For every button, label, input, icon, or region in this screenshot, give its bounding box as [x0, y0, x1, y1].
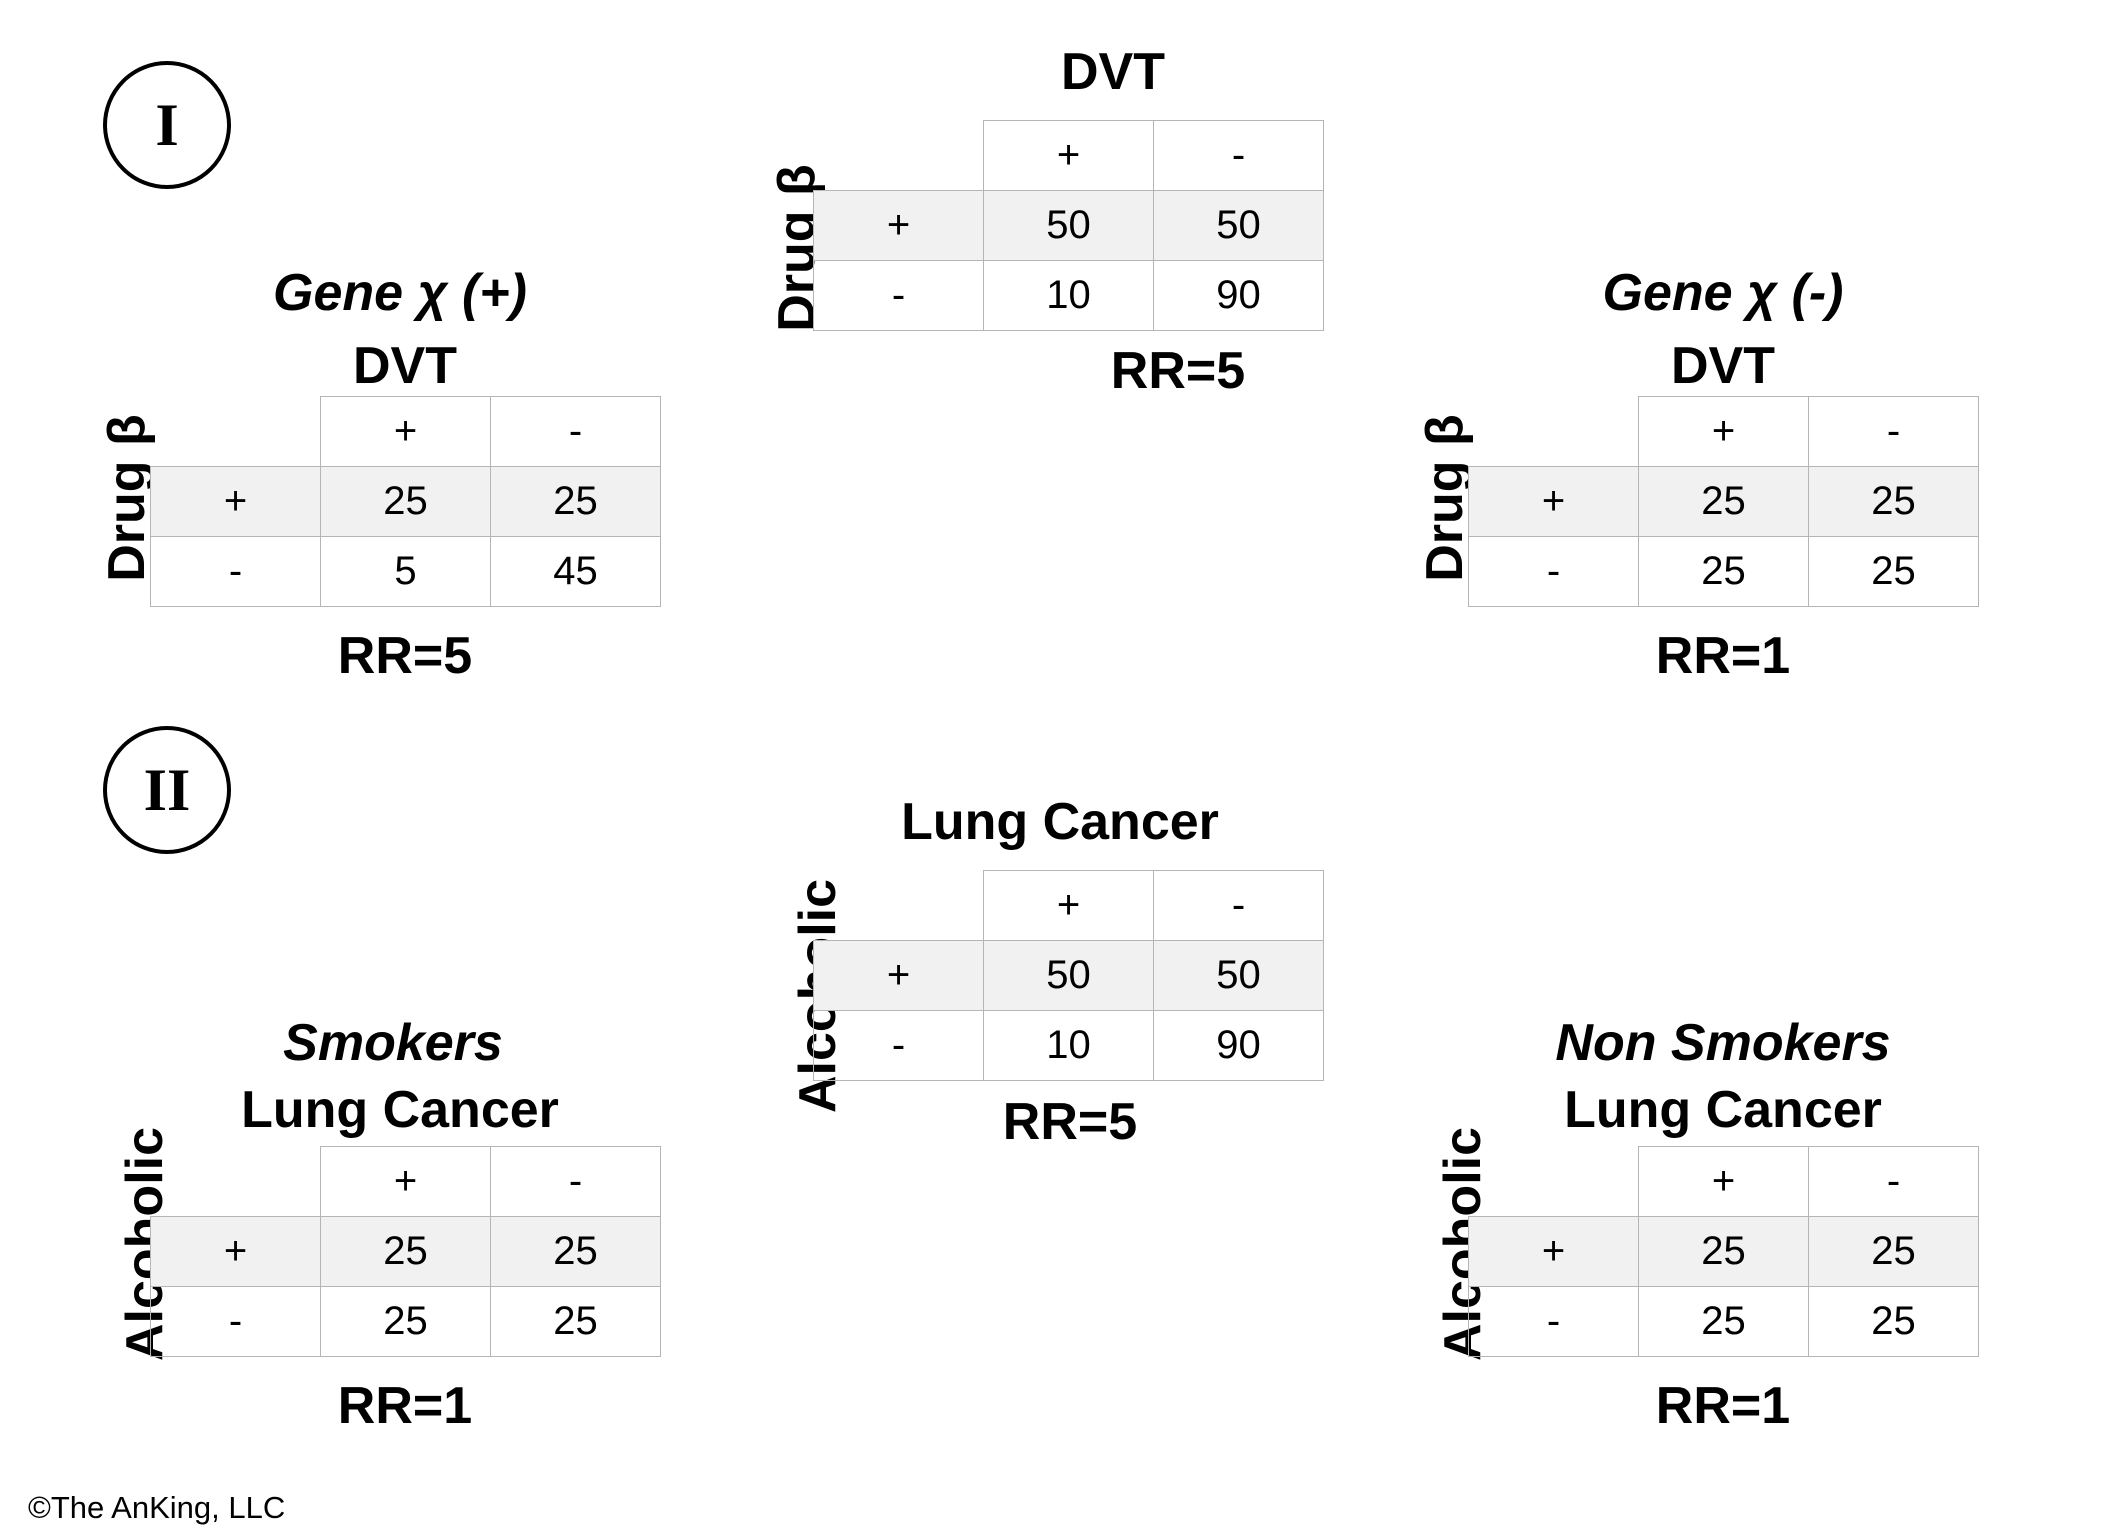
col-header: + — [1638, 396, 1809, 467]
section-i-badge: I — [103, 61, 231, 189]
stratum-label: Gene χ (+) — [273, 264, 527, 322]
col-header: + — [320, 396, 491, 467]
table-cell: 50 — [1153, 940, 1324, 1011]
contingency-table: + - + 25 25 - 25 25 — [1468, 1146, 1979, 1357]
outcome-label: Lung Cancer — [901, 793, 1219, 851]
section-ii-overall: Lung Cancer Alcoholic + - + 50 50 - 10 9… — [740, 790, 1360, 1170]
table-cell: 90 — [1153, 260, 1324, 331]
table-cell: 25 — [1808, 1286, 1979, 1357]
row-header: - — [1468, 1286, 1639, 1357]
table-cell: 25 — [320, 466, 491, 537]
table-cell: 5 — [320, 536, 491, 607]
table-cell: 50 — [983, 190, 1154, 261]
relative-risk: RR=5 — [1110, 342, 1246, 400]
row-header: + — [150, 1216, 321, 1287]
row-header: + — [813, 190, 984, 261]
exposure-label: Drug β — [1416, 414, 1474, 582]
relative-risk: RR=5 — [1002, 1093, 1138, 1151]
col-header: - — [1153, 870, 1324, 941]
stratum-label: Gene χ (-) — [1602, 264, 1844, 322]
table-cell: 25 — [490, 466, 661, 537]
section-i-overall: DVT Drug β + - + 50 50 - 10 90 RR=5 — [740, 40, 1340, 400]
contingency-table: + - + 50 50 - 10 90 — [813, 120, 1324, 331]
row-header: + — [1468, 466, 1639, 537]
row-header: - — [1468, 536, 1639, 607]
outcome-label: Lung Cancer — [1564, 1081, 1882, 1139]
outcome-label: DVT — [1061, 43, 1165, 101]
contingency-table: + - + 25 25 - 5 45 — [150, 396, 661, 607]
table-cell: 50 — [1153, 190, 1324, 261]
relative-risk: RR=5 — [337, 627, 473, 685]
stratum-label: Smokers — [283, 1014, 503, 1072]
table-cell: 25 — [1808, 466, 1979, 537]
table-cell: 25 — [320, 1286, 491, 1357]
table-cell: 25 — [1808, 1216, 1979, 1287]
row-header: - — [150, 1286, 321, 1357]
stratum-label: Non Smokers — [1555, 1014, 1891, 1072]
contingency-table: + - + 50 50 - 10 90 — [813, 870, 1324, 1081]
section-ii-badge: II — [103, 726, 231, 854]
table-cell: 90 — [1153, 1010, 1324, 1081]
col-header: - — [490, 396, 661, 467]
table-cell: 25 — [1638, 536, 1809, 607]
table-cell: 25 — [320, 1216, 491, 1287]
table-cell: 25 — [1638, 466, 1809, 537]
contingency-table: + - + 25 25 - 25 25 — [150, 1146, 661, 1357]
copyright-notice: ©The AnKing, LLC — [28, 1490, 286, 1525]
row-header: - — [150, 536, 321, 607]
outcome-label: DVT — [353, 337, 457, 395]
col-header: + — [983, 870, 1154, 941]
col-header: - — [490, 1146, 661, 1217]
row-header: - — [813, 1010, 984, 1081]
table-cell: 25 — [1808, 536, 1979, 607]
col-header: - — [1808, 1146, 1979, 1217]
relative-risk: RR=1 — [337, 1377, 473, 1435]
row-header: + — [150, 466, 321, 537]
section-i-stratum-negative: Gene χ (-) DVT Drug β + - + 25 25 - 25 2… — [1388, 262, 2088, 682]
table-cell: 45 — [490, 536, 661, 607]
col-header: - — [1808, 396, 1979, 467]
table-cell: 50 — [983, 940, 1154, 1011]
table-cell: 25 — [1638, 1286, 1809, 1357]
row-header: + — [1468, 1216, 1639, 1287]
col-header: + — [1638, 1146, 1809, 1217]
section-i-stratum-positive: Gene χ (+) DVT Drug β + - + 25 25 - 5 45… — [70, 262, 690, 682]
col-header: - — [1153, 120, 1324, 191]
table-cell: 25 — [490, 1286, 661, 1357]
section-ii-stratum-negative: Non Smokers Lung Cancer Alcoholic + - + … — [1388, 1012, 2088, 1432]
row-header: - — [813, 260, 984, 331]
table-cell: 10 — [983, 1010, 1154, 1081]
contingency-table: + - + 25 25 - 25 25 — [1468, 396, 1979, 607]
table-cell: 25 — [490, 1216, 661, 1287]
outcome-label: Lung Cancer — [241, 1081, 559, 1139]
table-cell: 25 — [1638, 1216, 1809, 1287]
outcome-label: DVT — [1671, 337, 1775, 395]
relative-risk: RR=1 — [1655, 1377, 1791, 1435]
section-ii-stratum-positive: Smokers Lung Cancer Alcoholic + - + 25 2… — [70, 1012, 710, 1432]
table-cell: 10 — [983, 260, 1154, 331]
col-header: + — [983, 120, 1154, 191]
relative-risk: RR=1 — [1655, 627, 1791, 685]
exposure-label: Drug β — [98, 414, 156, 582]
col-header: + — [320, 1146, 491, 1217]
row-header: + — [813, 940, 984, 1011]
